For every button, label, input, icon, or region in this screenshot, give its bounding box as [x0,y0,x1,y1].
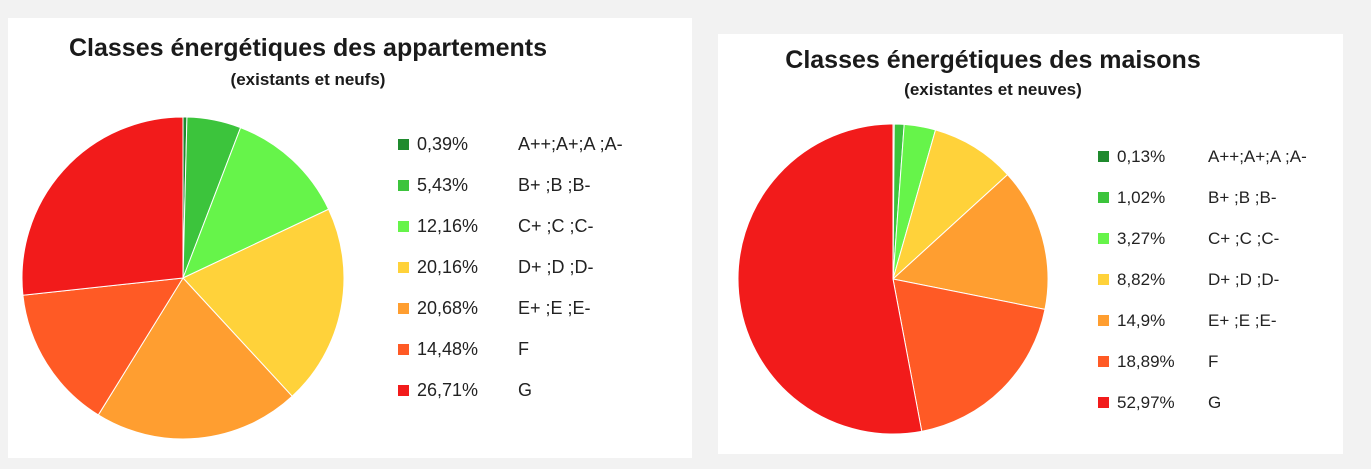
pie-chart-apartments [21,116,345,440]
pie-slice-7 [21,116,184,296]
legend-category-label: E+ ;E ;E- [1208,310,1277,330]
chart-subtitle: (existants et neufs) [230,70,386,89]
legend-entry: 0,39% A++;A+;A ;A- [398,124,623,165]
legend-category-label: F [518,339,529,359]
legend-entry: 5,43% B+ ;B ;B- [398,165,591,206]
legend-swatch [398,303,409,314]
legend-value-label: 0,13% [1117,146,1166,166]
legend-entry: 14,48% F [398,329,529,370]
legend-value-label: 14,48% [417,339,479,359]
legend-swatch [1098,274,1109,285]
legend-swatch [1098,233,1109,244]
legend-swatch [1098,192,1109,203]
legend-value-label: 8,82% [1117,269,1166,289]
legend-apartments: 0,39% A++;A+;A ;A- 5,43% B+ ;B ;B- 12,16% C+ … [398,124,623,411]
pie-slice-6 [892,278,1046,432]
pie-slice-5 [97,277,293,440]
legend-swatch [398,221,409,232]
legend-entry: 1,02% B+ ;B ;B- [1098,177,1277,218]
legend-entry: 20,16% D+ ;D ;D- [398,247,594,288]
legend-entry: 3,27% C+ ;C ;C- [1098,218,1279,259]
legend-swatch [398,139,409,150]
legend-value-label: 0,39% [417,134,469,154]
legend-category-label: D+ ;D ;D- [1208,269,1280,289]
legend-category-label: G [1208,392,1222,412]
pie-slice-3 [182,126,330,279]
legend-swatch [398,385,409,396]
legend-entry: 12,16% C+ ;C ;C- [398,206,594,247]
legend-houses: 0,13% A++;A+;A ;A- 1,02% B+ ;B ;B- 3,27% C+ ;… [1098,136,1307,423]
pie-slice-4 [892,129,1009,281]
legend-value-label: 20,68% [417,298,479,318]
legend-value-label: 5,43% [417,175,469,195]
legend-entry: 8,82% D+ ;D ;D- [1098,259,1279,300]
legend-value-label: 18,89% [1117,351,1175,371]
legend-swatch [1098,397,1109,408]
pie-slice-6 [22,277,184,416]
legend-entry: 14,9% E+ ;E ;E- [1098,300,1277,341]
legend-category-label: G [518,380,533,400]
pie-slice-4 [182,208,345,398]
legend-entry: 20,68% E+ ;E ;E- [398,288,591,329]
legend-swatch [398,180,409,191]
chart-title: Classes énergétiques des appartements [69,34,547,62]
legend-value-label: 20,16% [417,257,479,277]
chart-title: Classes énergétiques des maisons [785,46,1201,74]
chart-subtitle: (existantes et neuves) [904,80,1082,99]
legend-value-label: 1,02% [1117,187,1166,207]
legend-swatch [398,344,409,355]
legend-swatch [398,262,409,273]
legend-category-label: A++;A+;A ;A- [518,134,623,154]
apartments-chart-panel: Classes énergétiques des appartements (e… [8,18,692,458]
legend-value-label: 52,97% [1117,392,1175,412]
legend-swatch [1098,356,1109,367]
legend-value-label: 26,71% [417,380,479,400]
legend-swatch [1098,151,1109,162]
legend-category-label: D+ ;D ;D- [518,257,594,277]
legend-category-label: C+ ;C ;C- [1208,228,1280,248]
legend-swatch [1098,315,1109,326]
houses-chart-panel: Classes énergétiques des maisons (exista… [718,34,1343,454]
legend-entry: 26,71% G [398,370,532,411]
legend-entry: 0,13% A++;A+;A ;A- [1098,136,1307,177]
legend-entry: 18,89% F [1098,341,1218,382]
legend-category-label: B+ ;B ;B- [518,175,591,195]
legend-category-label: A++;A+;A ;A- [1208,146,1307,166]
legend-category-label: B+ ;B ;B- [1208,187,1277,207]
legend-value-label: 14,9% [1117,310,1166,330]
pie-slice-7 [737,123,923,435]
pie-chart-houses [737,123,1049,435]
legend-category-label: F [1208,351,1219,371]
legend-value-label: 12,16% [417,216,479,236]
legend-category-label: E+ ;E ;E- [518,298,591,318]
legend-value-label: 3,27% [1117,228,1166,248]
legend-entry: 52,97% G [1098,382,1221,423]
legend-category-label: C+ ;C ;C- [518,216,594,236]
pie-slice-5 [891,173,1049,310]
